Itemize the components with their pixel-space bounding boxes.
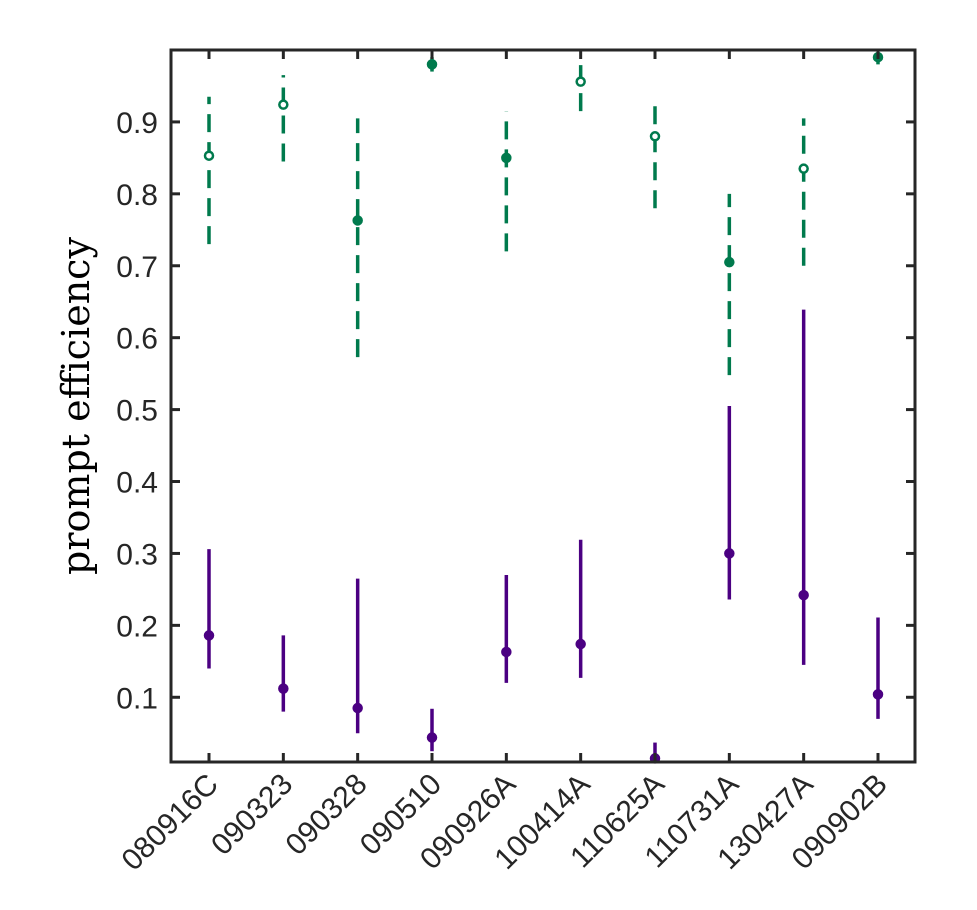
y-tick-label: 0.8	[116, 179, 158, 212]
data-point	[575, 638, 586, 650]
y-tick-label: 0.7	[116, 251, 158, 284]
data-point	[724, 548, 735, 559]
y-tick-label: 0.9	[116, 107, 158, 140]
y-axis-label: prompt efficiency	[54, 237, 98, 575]
data-point	[426, 59, 438, 70]
y-tick-label: 0.6	[116, 323, 158, 356]
y-tick-label: 0.3	[116, 538, 158, 571]
data-point	[575, 76, 586, 87]
data-point	[649, 131, 661, 142]
data-point	[203, 630, 215, 641]
y-tick-label: 0.5	[116, 395, 158, 428]
data-point	[872, 689, 884, 700]
data-point	[501, 152, 512, 164]
data-point	[203, 150, 215, 161]
data-point	[352, 215, 363, 226]
data-point	[798, 163, 809, 174]
data-point	[798, 589, 809, 601]
data-point	[501, 646, 512, 658]
series-2	[203, 309, 884, 764]
data-point	[724, 256, 735, 268]
plot-frame	[169, 48, 917, 764]
data-point	[278, 683, 289, 694]
data-point	[352, 702, 363, 714]
y-tick-label: 0.4	[116, 467, 158, 500]
y-axis: 0.1 0.2 0.3 0.4 0.5 0.6 0.7 0.8 0.9	[116, 107, 915, 715]
y-tick-label: 0.1	[116, 682, 158, 715]
data-point	[426, 732, 438, 743]
data-point	[278, 99, 289, 110]
y-tick-label: 0.2	[116, 610, 158, 643]
